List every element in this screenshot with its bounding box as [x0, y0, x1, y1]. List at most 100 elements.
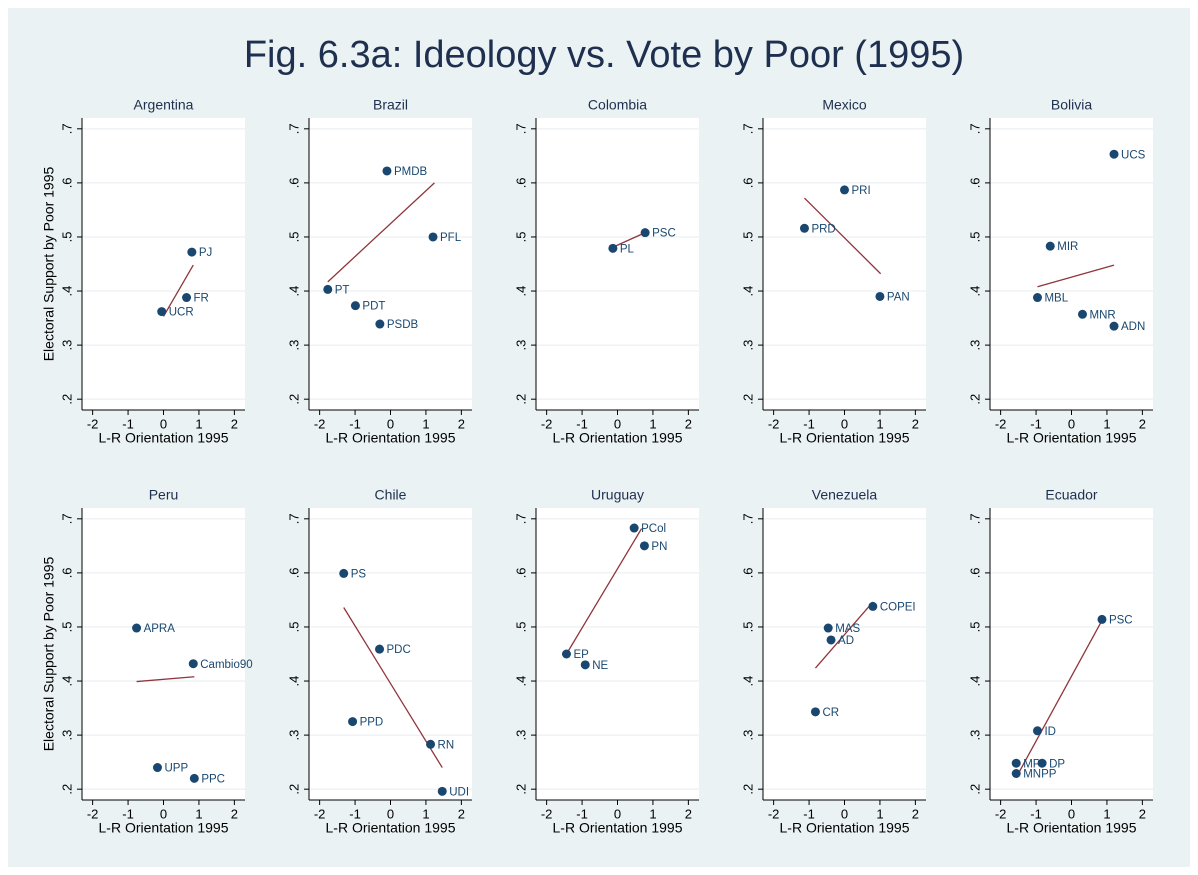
panel-title: Venezuela — [812, 487, 878, 503]
x-tick-label: 0 — [841, 416, 848, 431]
y-tick-label: .2 — [59, 394, 74, 405]
point-label: MP — [1023, 758, 1041, 770]
y-tick-label: .2 — [740, 784, 755, 795]
y-tick-label: .3 — [286, 730, 301, 741]
x-tick-label: -1 — [122, 806, 134, 821]
y-tick-label: .4 — [59, 286, 74, 297]
x-tick-label: -2 — [314, 806, 326, 821]
y-tick-label: .6 — [513, 567, 528, 578]
point — [799, 223, 809, 233]
point-label: PL — [620, 243, 635, 255]
point — [1011, 769, 1021, 779]
point — [132, 623, 142, 633]
x-tick-label: -2 — [314, 416, 326, 431]
point-label: PMDB — [394, 166, 428, 178]
y-tick-label: .6 — [286, 177, 301, 188]
y-tick-label: .3 — [513, 340, 528, 351]
x-tick-label: -2 — [541, 806, 553, 821]
point-label: PSC — [1109, 614, 1133, 626]
panel-title: Bolivia — [1051, 97, 1092, 113]
point — [1109, 149, 1119, 159]
x-tick-label: 2 — [912, 806, 919, 821]
y-tick-label: .2 — [513, 784, 528, 795]
x-tick-label: -2 — [87, 806, 99, 821]
point — [629, 523, 639, 533]
x-tick-label: 0 — [1068, 806, 1075, 821]
point — [608, 243, 618, 253]
x-tick-label: -1 — [576, 806, 588, 821]
point — [840, 185, 849, 195]
point — [823, 623, 833, 633]
x-tick-label: 2 — [231, 416, 238, 431]
point-label: PS — [351, 568, 367, 580]
x-tick-label: -1 — [349, 806, 361, 821]
point-label: MBL — [1044, 293, 1068, 305]
y-tick-label: .7 — [286, 513, 301, 524]
point — [323, 284, 333, 294]
plot-area — [309, 508, 472, 800]
fit-line — [1037, 264, 1115, 288]
y-tick-label: .3 — [967, 340, 982, 351]
y-tick-label: .5 — [740, 622, 755, 633]
x-tick-label: 2 — [458, 806, 465, 821]
x-tick-label: -2 — [541, 416, 553, 431]
x-tick-label: 1 — [876, 806, 883, 821]
point-label: PJ — [199, 247, 212, 259]
x-tick-label: -2 — [995, 416, 1007, 431]
x-tick-label: 2 — [1139, 806, 1146, 821]
x-tick-label: -1 — [349, 416, 361, 431]
fit-line — [565, 528, 643, 655]
point — [1037, 758, 1047, 768]
y-tick-label: .2 — [967, 784, 982, 795]
y-tick-label: .2 — [967, 394, 982, 405]
point-label: PSDB — [387, 319, 419, 331]
y-tick-label: .4 — [967, 286, 982, 297]
y-tick-label: .3 — [59, 730, 74, 741]
point-label: PRD — [811, 223, 835, 235]
y-tick-label: .7 — [967, 513, 982, 524]
x-tick-label: 2 — [458, 416, 465, 431]
x-tick-label: 2 — [685, 416, 692, 431]
y-tick-label: .6 — [967, 567, 982, 578]
x-tick-label: 0 — [160, 806, 167, 821]
x-tick-label: 1 — [422, 806, 429, 821]
y-tick-label: .3 — [740, 340, 755, 351]
x-tick-label: 2 — [912, 416, 919, 431]
fit-line — [136, 676, 195, 683]
y-tick-label: .6 — [740, 567, 755, 578]
point — [339, 568, 349, 578]
fit-line — [814, 601, 874, 669]
point — [561, 649, 571, 659]
point-label: PFL — [440, 232, 462, 244]
x-tick-label: 1 — [876, 416, 883, 431]
y-tick-label: .5 — [740, 232, 755, 243]
x-tick-label: 2 — [1139, 416, 1146, 431]
point — [157, 307, 167, 317]
point-label: EP — [573, 649, 589, 661]
y-tick-label: .6 — [59, 567, 74, 578]
point-label: MIR — [1057, 241, 1078, 253]
y-tick-label: .7 — [513, 513, 528, 524]
point-label: PPD — [360, 717, 384, 729]
y-axis-label: Electoral Support by Poor 1995 — [41, 167, 57, 362]
point-label: MNPP — [1023, 769, 1057, 781]
point-label: PRI — [852, 185, 871, 197]
point — [437, 786, 447, 796]
x-tick-label: -1 — [576, 416, 588, 431]
plot-area — [82, 508, 245, 800]
x-tick-label: 1 — [649, 806, 656, 821]
point-label: ADN — [1121, 321, 1145, 333]
y-tick-label: .6 — [513, 177, 528, 188]
y-tick-label: .6 — [967, 177, 982, 188]
x-tick-label: 0 — [614, 416, 621, 431]
y-tick-label: .5 — [967, 622, 982, 633]
y-tick-label: .3 — [59, 340, 74, 351]
point-label: PDT — [362, 301, 385, 313]
point-label: NE — [592, 660, 608, 672]
y-tick-label: .5 — [59, 622, 74, 633]
y-tick-label: .4 — [740, 676, 755, 687]
x-tick-label: -1 — [1030, 416, 1042, 431]
plot-area — [536, 118, 699, 410]
y-tick-label: .2 — [740, 394, 755, 405]
plot-area — [309, 118, 472, 410]
